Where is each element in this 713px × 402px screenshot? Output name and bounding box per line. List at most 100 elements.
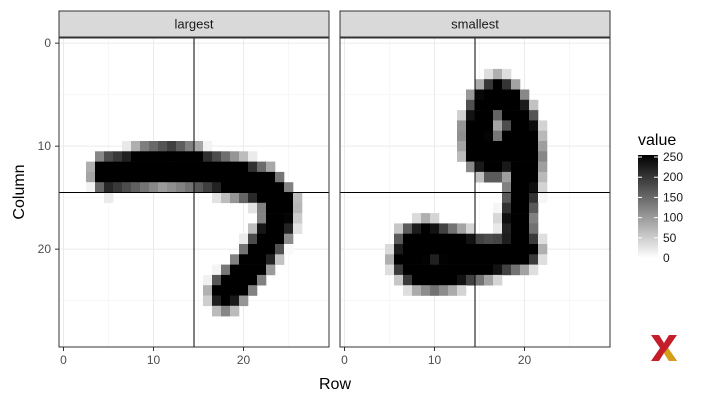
heatmap-cell <box>203 161 213 173</box>
heatmap-cell <box>293 213 303 224</box>
heatmap-cell <box>529 254 539 265</box>
heatmap-cell <box>511 161 521 173</box>
heatmap-cell <box>403 254 413 265</box>
heatmap-cell <box>239 285 249 296</box>
heatmap-cell <box>158 182 168 193</box>
heatmap-cell <box>502 171 512 183</box>
heatmap-cell <box>212 264 222 276</box>
heatmap-cell <box>520 264 530 276</box>
legend-tick-label: 250 <box>663 150 683 164</box>
heatmap-cell <box>475 264 485 276</box>
heatmap-cell <box>529 223 539 234</box>
heatmap-cell <box>421 244 431 255</box>
heatmap-cell <box>511 202 521 214</box>
heatmap-cell <box>457 141 467 152</box>
legend-title: value <box>638 132 676 149</box>
heatmap-cell <box>394 264 404 276</box>
heatmap-cell <box>394 223 404 234</box>
heatmap-cell <box>212 285 222 296</box>
heatmap-cell <box>484 68 494 80</box>
heatmap-cell <box>484 233 494 245</box>
heatmap-cell <box>275 171 285 183</box>
heatmap-cell <box>529 120 539 131</box>
heatmap-cell <box>284 202 294 214</box>
heatmap-cell <box>149 182 159 193</box>
strip-label-largest: largest <box>174 17 213 32</box>
heatmap-cell <box>466 233 476 245</box>
legend-tick-label: 0 <box>663 251 670 265</box>
heatmap-cell <box>266 202 276 214</box>
heatmap-cell <box>529 264 539 276</box>
heatmap-cell <box>502 182 512 193</box>
heatmap-cell <box>293 223 303 234</box>
heatmap-cell <box>266 264 276 276</box>
heatmap-cell <box>511 89 521 101</box>
heatmap-cell <box>239 254 249 265</box>
heatmap-cell <box>194 182 204 193</box>
heatmap-cell <box>257 182 267 193</box>
heatmap-cell <box>520 192 530 204</box>
x-tick-label: 20 <box>237 353 251 367</box>
heatmap-cell <box>194 141 204 152</box>
heatmap-cell <box>275 202 285 214</box>
heatmap-cell <box>448 254 458 265</box>
heatmap-cell <box>520 233 530 245</box>
heatmap-cell <box>493 161 503 173</box>
heatmap-cell <box>257 264 267 276</box>
heatmap-cell <box>448 244 458 255</box>
heatmap-cell <box>203 295 213 307</box>
heatmap-cell <box>293 192 303 204</box>
heatmap-cell <box>475 244 485 255</box>
heatmap-cell <box>257 233 267 245</box>
y-tick-label: 0 <box>44 36 51 50</box>
heatmap-cell <box>212 151 222 162</box>
heatmap-cell <box>266 182 276 193</box>
heatmap-cell <box>230 182 240 193</box>
heatmap-cell <box>248 254 258 265</box>
heatmap-cell <box>257 171 267 183</box>
heatmap-cell <box>403 274 413 286</box>
heatmap-cell <box>511 99 521 111</box>
heatmap-cell <box>412 223 422 234</box>
heatmap-cell <box>493 223 503 234</box>
heatmap-cell <box>248 202 258 214</box>
heatmap-cell <box>248 264 258 276</box>
heatmap-cell <box>266 192 276 204</box>
heatmap-cell <box>484 264 494 276</box>
heatmap-cell <box>511 110 521 121</box>
heatmap-cell <box>520 99 530 111</box>
heatmap-cell <box>484 120 494 131</box>
heatmap-cell <box>475 233 485 245</box>
heatmap-cell <box>502 120 512 131</box>
heatmap-cell <box>230 264 240 276</box>
heatmap-cell <box>457 233 467 245</box>
heatmap-cell <box>475 171 485 183</box>
heatmap-cell <box>113 182 123 193</box>
heatmap-cell <box>194 171 204 183</box>
heatmap-cell <box>421 223 431 234</box>
heatmap-cell <box>457 120 467 131</box>
heatmap-cell <box>394 254 404 265</box>
heatmap-cell <box>502 192 512 204</box>
heatmap-cell <box>412 233 422 245</box>
heatmap-cell <box>493 89 503 101</box>
heatmap-cell <box>239 171 249 183</box>
x-tick-label: 10 <box>428 353 442 367</box>
heatmap-cell <box>176 171 186 183</box>
heatmap-cell <box>439 264 449 276</box>
heatmap-cell <box>95 161 105 173</box>
heatmap-cell <box>502 79 512 90</box>
heatmap-cell <box>502 213 512 224</box>
heatmap-cell <box>475 161 485 173</box>
heatmap-cell <box>430 254 440 265</box>
heatmap-cell <box>430 244 440 255</box>
heatmap-cell <box>412 264 422 276</box>
x-tick-label: 10 <box>147 353 161 367</box>
heatmap-cell <box>221 264 231 276</box>
heatmap-cell <box>493 99 503 111</box>
heatmap-cell <box>502 68 512 80</box>
heatmap-cell <box>403 244 413 255</box>
legend: value 0 50 100 150 200 250 <box>638 132 683 265</box>
heatmap-cell <box>484 89 494 101</box>
heatmap-cell <box>493 254 503 265</box>
